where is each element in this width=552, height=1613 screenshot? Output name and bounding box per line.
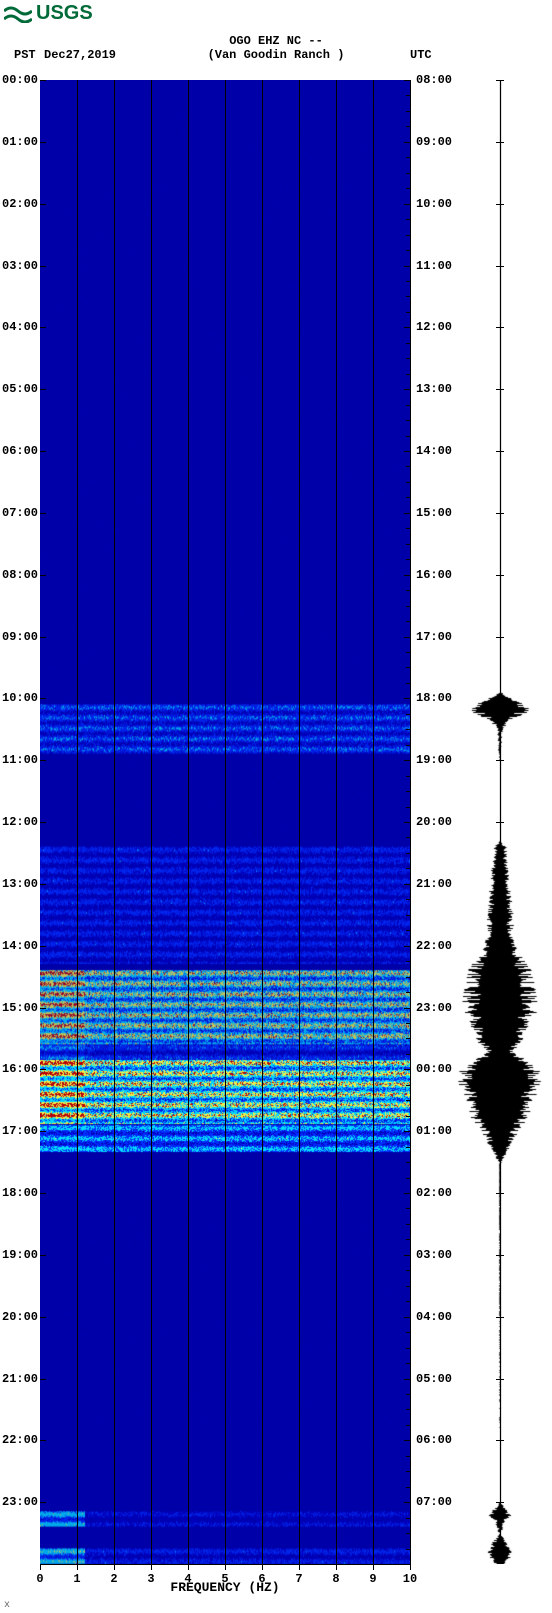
page: USGS OGO EHZ NC -- (Van Goodin Ranch ) P…: [0, 0, 552, 1613]
pst-label: 07:00: [2, 506, 38, 520]
utc-label: 07:00: [416, 1495, 452, 1509]
pst-label: 21:00: [2, 1372, 38, 1386]
utc-label: 02:00: [416, 1186, 452, 1200]
utc-label: 03:00: [416, 1248, 452, 1262]
utc-label: 22:00: [416, 939, 452, 953]
pst-label: 11:00: [2, 753, 38, 767]
logo-text: USGS: [36, 2, 93, 25]
timezone-left-label: PST: [14, 48, 36, 62]
pst-label: 08:00: [2, 568, 38, 582]
utc-label: 00:00: [416, 1062, 452, 1076]
utc-label: 12:00: [416, 320, 452, 334]
utc-label: 10:00: [416, 197, 452, 211]
utc-label: 08:00: [416, 73, 452, 87]
pst-label: 20:00: [2, 1310, 38, 1324]
utc-label: 15:00: [416, 506, 452, 520]
utc-label: 11:00: [416, 259, 452, 273]
timezone-right-label: UTC: [410, 48, 432, 62]
pst-label: 22:00: [2, 1433, 38, 1447]
pst-label: 05:00: [2, 382, 38, 396]
utc-label: 14:00: [416, 444, 452, 458]
pst-label: 18:00: [2, 1186, 38, 1200]
pst-label: 09:00: [2, 630, 38, 644]
utc-label: 19:00: [416, 753, 452, 767]
pst-label: 15:00: [2, 1001, 38, 1015]
pst-label: 00:00: [2, 73, 38, 87]
utc-label: 20:00: [416, 815, 452, 829]
utc-label: 04:00: [416, 1310, 452, 1324]
utc-label: 09:00: [416, 135, 452, 149]
pst-label: 12:00: [2, 815, 38, 829]
pst-label: 16:00: [2, 1062, 38, 1076]
pst-label: 17:00: [2, 1124, 38, 1138]
utc-label: 23:00: [416, 1001, 452, 1015]
utc-label: 01:00: [416, 1124, 452, 1138]
pst-label: 14:00: [2, 939, 38, 953]
utc-label: 06:00: [416, 1433, 452, 1447]
y-axis-right: [410, 80, 411, 1564]
utc-label: 05:00: [416, 1372, 452, 1386]
utc-label: 13:00: [416, 382, 452, 396]
pst-label: 19:00: [2, 1248, 38, 1262]
pst-label: 23:00: [2, 1495, 38, 1509]
footer-mark: x: [4, 1600, 10, 1611]
spectrogram-canvas: [40, 80, 410, 1564]
utc-label: 21:00: [416, 877, 452, 891]
pst-label: 13:00: [2, 877, 38, 891]
pst-label: 06:00: [2, 444, 38, 458]
pst-label: 04:00: [2, 320, 38, 334]
spectrogram: [40, 80, 410, 1564]
pst-label: 10:00: [2, 691, 38, 705]
x-axis-label: FREQUENCY (HZ): [40, 1580, 410, 1595]
pst-label: 01:00: [2, 135, 38, 149]
utc-label: 16:00: [416, 568, 452, 582]
utc-label: 18:00: [416, 691, 452, 705]
pst-label: 03:00: [2, 259, 38, 273]
utc-label: 17:00: [416, 630, 452, 644]
station-code: OGO EHZ NC --: [0, 34, 552, 48]
wave-icon: [4, 5, 32, 23]
date-label: Dec27,2019: [44, 48, 116, 62]
pst-label: 02:00: [2, 197, 38, 211]
usgs-logo: USGS: [4, 2, 93, 25]
